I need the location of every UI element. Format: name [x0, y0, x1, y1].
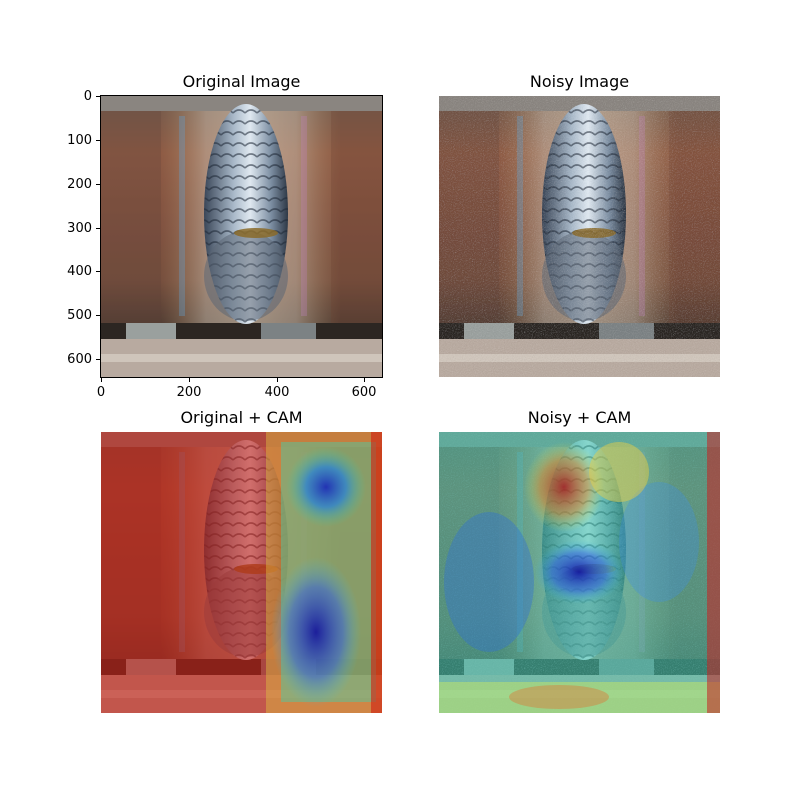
- y-tick: [96, 315, 100, 316]
- x-tick-label: 200: [176, 385, 202, 400]
- y-tick: [96, 271, 100, 272]
- panel-title-noisy-cam: Noisy + CAM: [527, 408, 632, 427]
- y-tick-label: 100: [67, 133, 92, 148]
- y-tick: [96, 140, 100, 141]
- x-tick: [277, 378, 278, 382]
- x-tick: [189, 378, 190, 382]
- x-tick: [364, 378, 365, 382]
- panel-title-original: Original Image: [182, 72, 301, 91]
- y-tick: [96, 359, 100, 360]
- y-tick: [96, 228, 100, 229]
- x-tick-label: 600: [351, 385, 377, 400]
- y-tick-label: 500: [67, 308, 92, 323]
- y-tick-label: 600: [67, 352, 92, 367]
- original-image: [101, 96, 382, 377]
- panel-title-original-cam: Original + CAM: [180, 408, 303, 427]
- y-tick-label: 200: [67, 177, 92, 192]
- noisy-image: [439, 96, 720, 377]
- x-tick-label: 0: [96, 385, 106, 400]
- original-cam-image: [101, 432, 382, 713]
- y-tick-label: 300: [67, 221, 92, 236]
- x-tick-label: 400: [264, 385, 290, 400]
- x-tick: [101, 378, 102, 382]
- y-tick-label: 0: [83, 89, 92, 104]
- y-tick: [96, 184, 100, 185]
- panel-title-noisy: Noisy Image: [529, 72, 630, 91]
- y-tick-label: 400: [67, 264, 92, 279]
- y-tick: [96, 96, 100, 97]
- noisy-cam-image: [439, 432, 720, 713]
